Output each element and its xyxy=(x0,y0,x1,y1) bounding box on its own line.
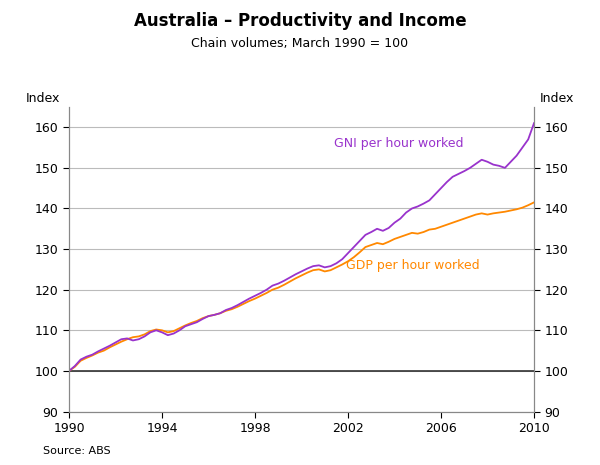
Text: Australia – Productivity and Income: Australia – Productivity and Income xyxy=(134,12,466,30)
Text: GDP per hour worked: GDP per hour worked xyxy=(346,259,480,272)
Text: Chain volumes; March 1990 = 100: Chain volumes; March 1990 = 100 xyxy=(191,37,409,50)
Text: Source: ABS: Source: ABS xyxy=(43,445,111,456)
Text: Index: Index xyxy=(26,92,61,105)
Text: Index: Index xyxy=(539,92,574,105)
Text: GNI per hour worked: GNI per hour worked xyxy=(334,137,464,150)
